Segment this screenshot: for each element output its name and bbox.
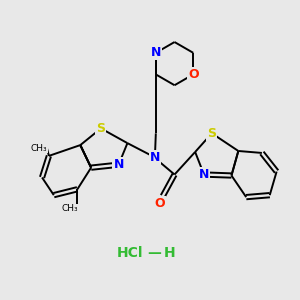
Text: O: O bbox=[154, 196, 165, 209]
Text: CH₃: CH₃ bbox=[31, 143, 47, 152]
Text: CH₃: CH₃ bbox=[61, 204, 78, 213]
Text: S: S bbox=[207, 127, 216, 140]
Text: S: S bbox=[96, 122, 105, 135]
Text: O: O bbox=[188, 68, 199, 81]
Text: —: — bbox=[147, 246, 161, 260]
Text: N: N bbox=[150, 152, 160, 164]
Text: N: N bbox=[151, 46, 161, 59]
Text: N: N bbox=[199, 168, 209, 181]
Text: N: N bbox=[113, 158, 124, 171]
Text: HCl: HCl bbox=[117, 246, 144, 260]
Text: H: H bbox=[164, 246, 176, 260]
